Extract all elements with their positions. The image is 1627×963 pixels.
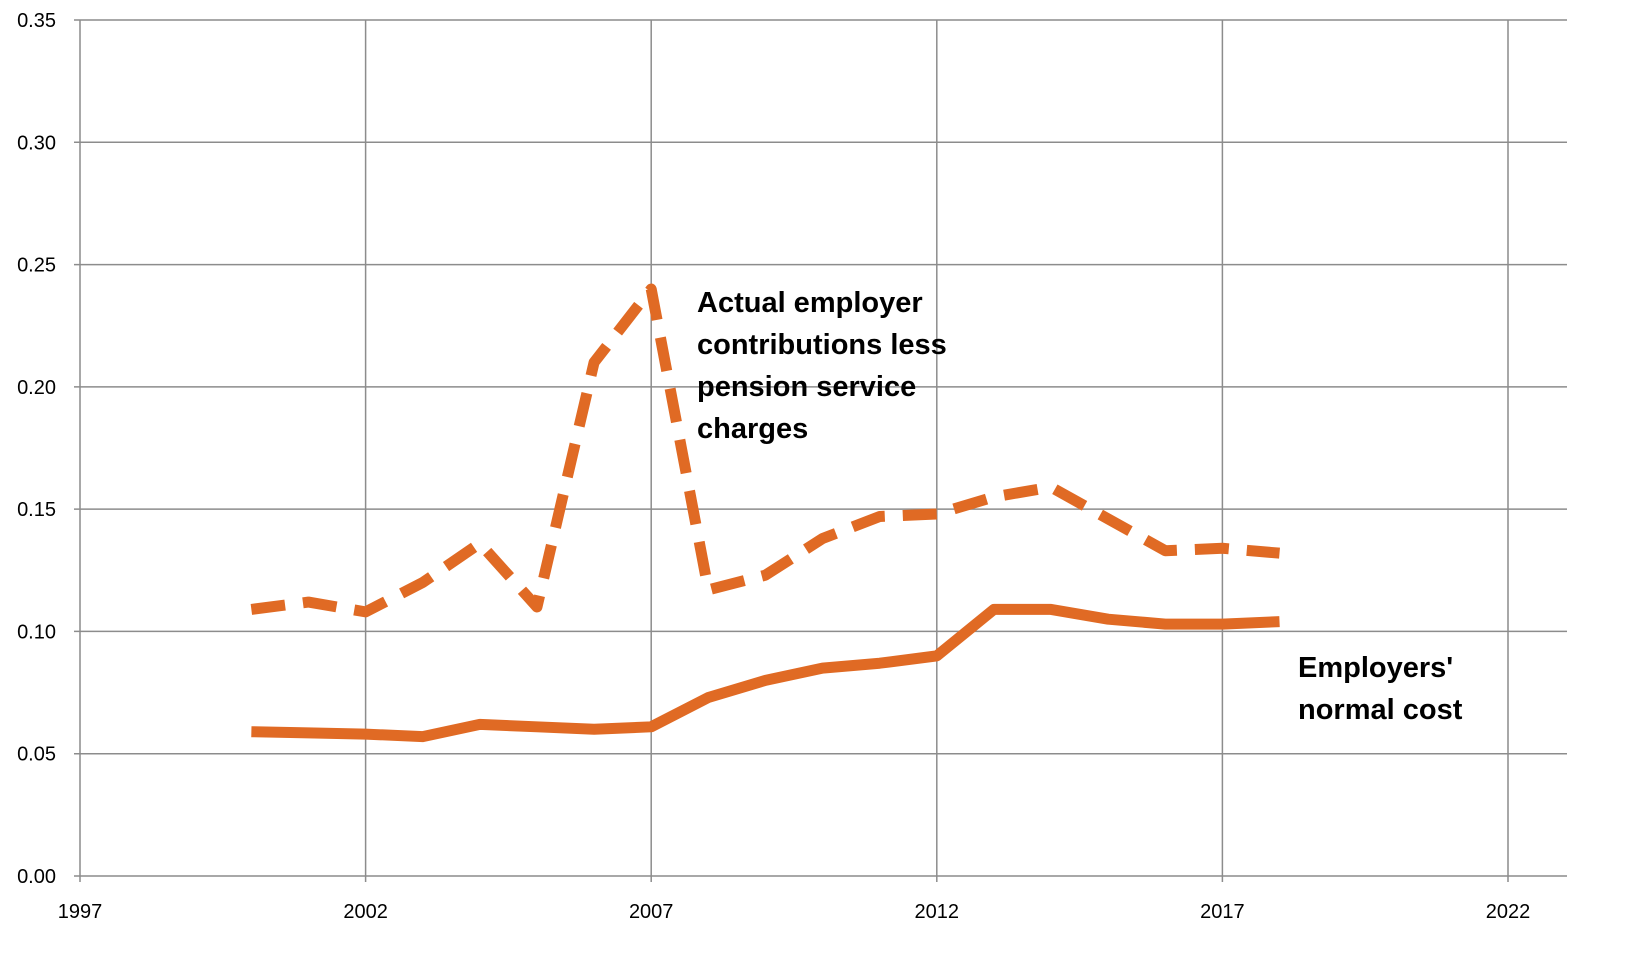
x-tick-label: 2007 — [629, 901, 674, 923]
y-tick-label: 0.25 — [17, 255, 56, 277]
y-tick-label: 0.15 — [17, 499, 56, 521]
line-series — [250, 283, 1280, 618]
y-tick-label: 0.30 — [17, 132, 56, 154]
y-tick-label: 0.20 — [17, 377, 56, 399]
y-tick-label: 0.10 — [17, 621, 56, 643]
x-tick-label: 2022 — [1486, 901, 1531, 923]
x-tick-label: 1997 — [58, 901, 103, 923]
annotation: Actual employer — [697, 287, 923, 319]
annotation: charges — [697, 413, 808, 445]
x-tick-label: 2017 — [1200, 901, 1245, 923]
x-tick-label: 2002 — [343, 901, 388, 923]
y-tick-label: 0.05 — [17, 744, 56, 766]
line-series — [251, 603, 1280, 743]
annotation: contributions less — [697, 329, 947, 361]
annotation: normal cost — [1298, 694, 1463, 726]
y-tick-label: 0.00 — [17, 866, 56, 888]
annotation: pension service — [697, 371, 916, 403]
x-tick-label: 2012 — [915, 901, 960, 923]
y-tick-label: 0.35 — [17, 10, 56, 32]
annotation: Employers' — [1298, 652, 1453, 684]
